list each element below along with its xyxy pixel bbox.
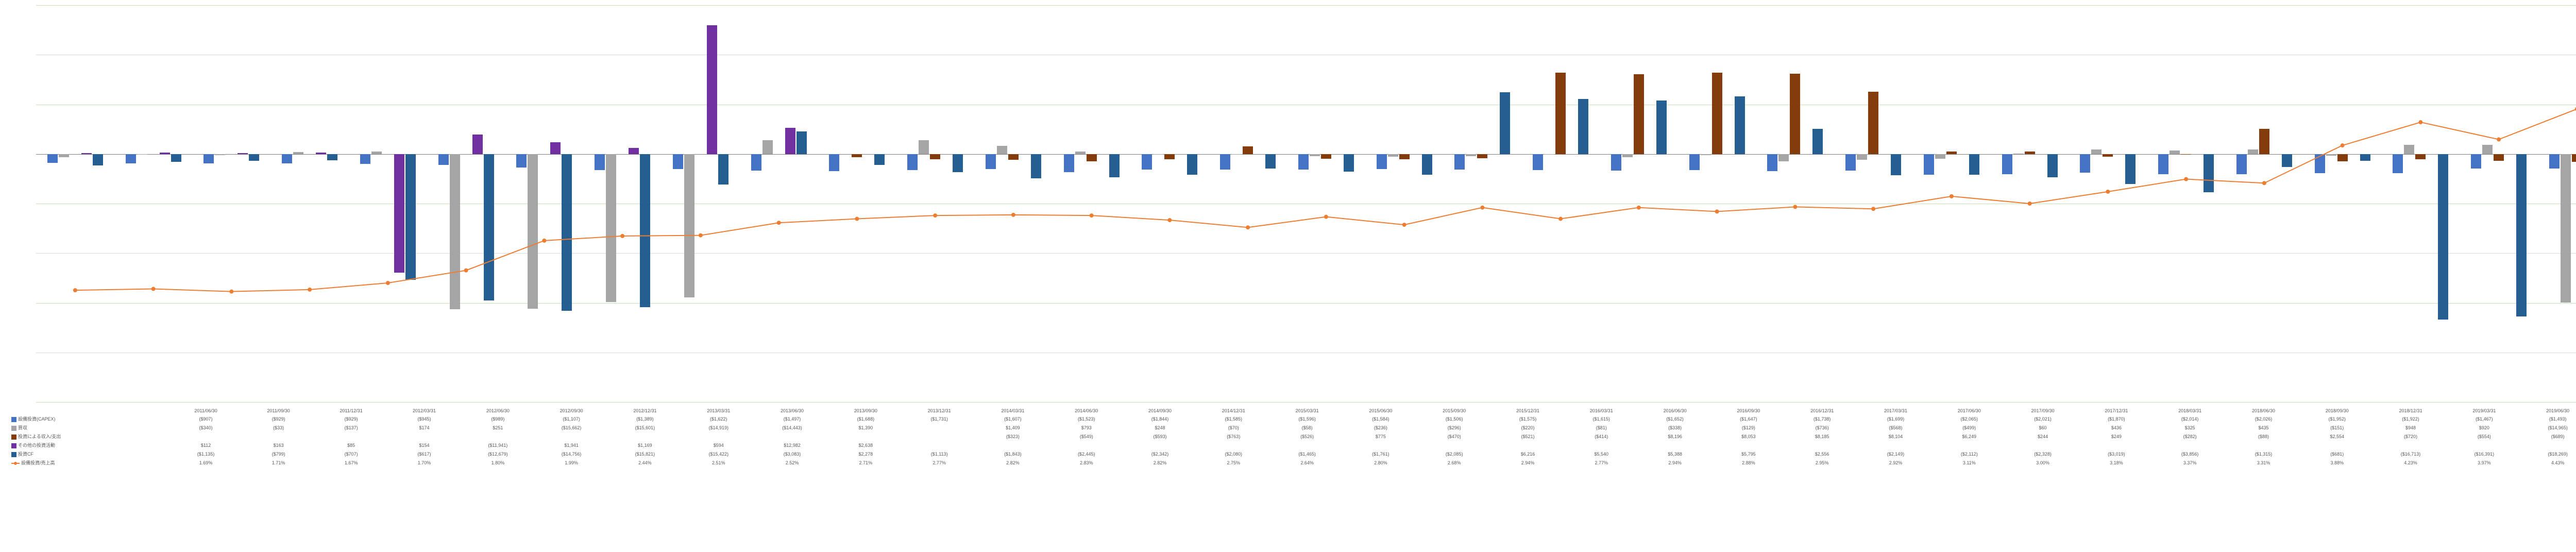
chart-container: 単位：百万USD $15,000$10,000$5,000$0($5,000)(… [0,0,2576,552]
chart-area [36,5,2576,402]
bars [36,5,2576,402]
data-table: 2011/06/302011/09/302011/12/312012/03/31… [0,407,2576,467]
